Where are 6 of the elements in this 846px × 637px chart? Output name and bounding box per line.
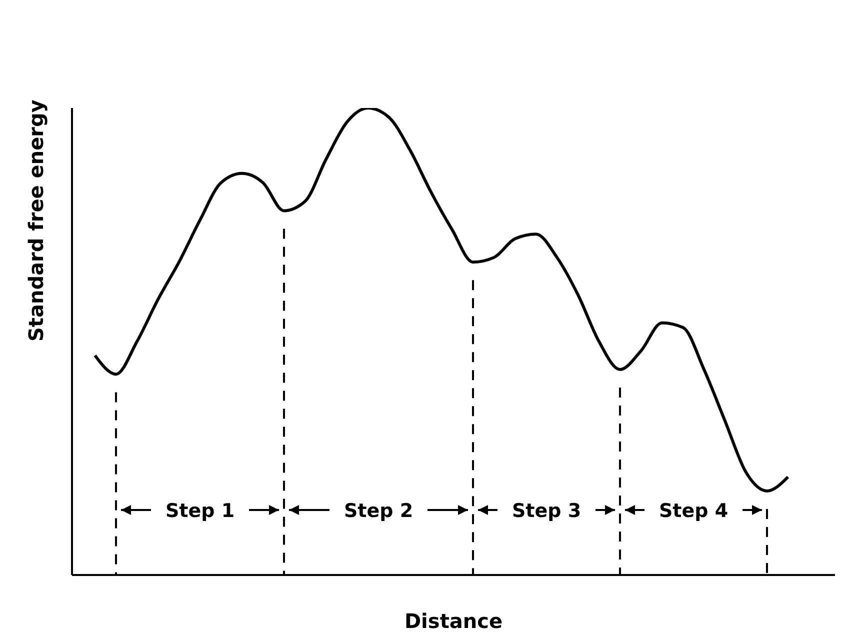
annotation: Step 4: [658, 500, 728, 522]
x-axis-title: Distance: [404, 609, 503, 633]
annotation: Step 3: [512, 500, 582, 522]
annotation: Step 1: [165, 500, 235, 522]
annotation: Step 2: [344, 500, 414, 522]
y-axis-title: Standard free energy: [24, 100, 48, 342]
